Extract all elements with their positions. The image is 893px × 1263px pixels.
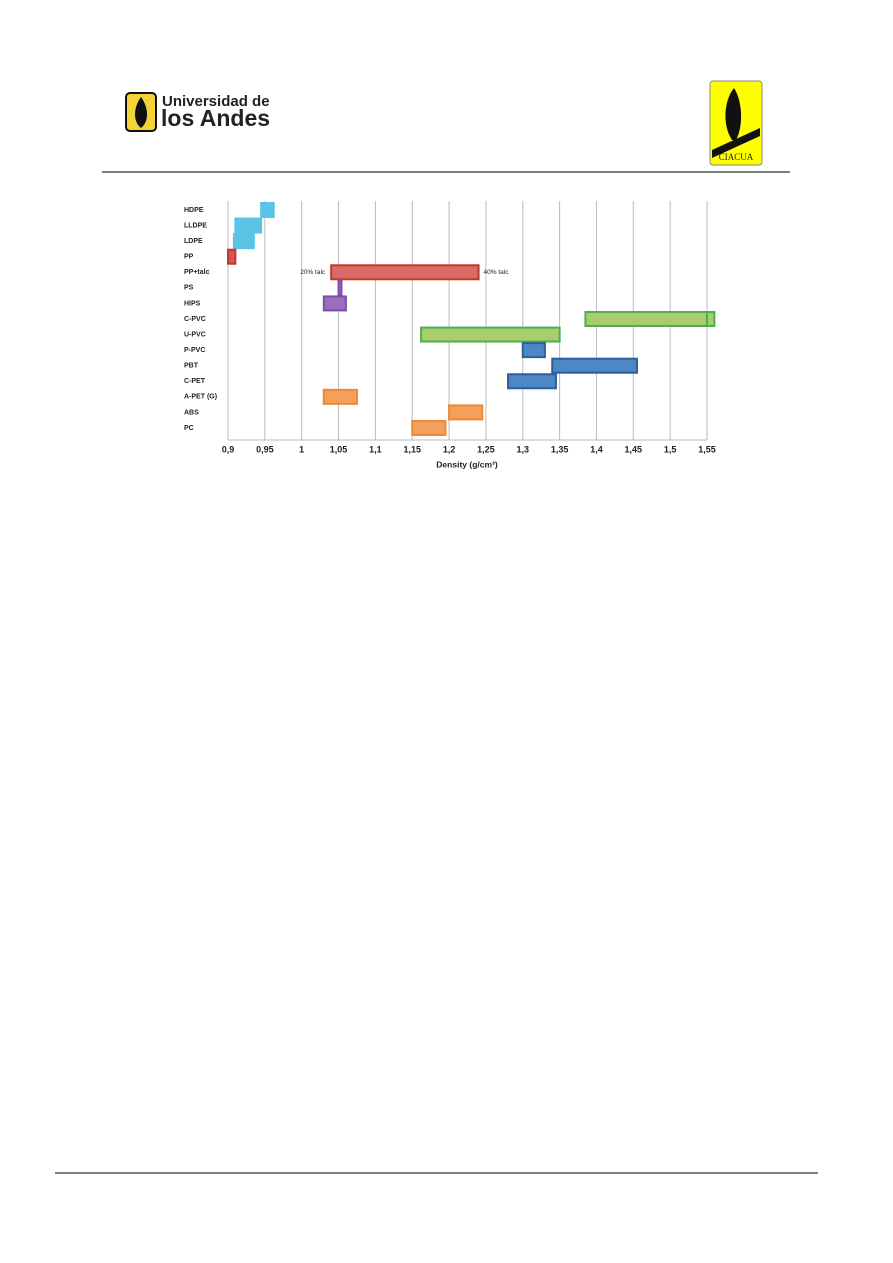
y-tick-label: PP	[184, 254, 194, 261]
y-tick-label: PP+talc	[184, 269, 210, 276]
range-bar	[260, 202, 275, 218]
range-bar	[322, 388, 358, 405]
logo-text: Universidad de	[162, 93, 270, 110]
y-tick-label: LDPE	[184, 238, 203, 245]
y-tick-label: PC	[184, 425, 194, 432]
range-bar	[521, 342, 546, 359]
range-bar	[322, 295, 347, 312]
range-bar	[420, 326, 561, 343]
x-tick-label: 1,15	[403, 444, 421, 454]
y-tick-label: P-PVC	[184, 347, 205, 354]
range-bar	[507, 373, 557, 390]
x-tick-label: 0,9	[222, 444, 235, 454]
range-bar	[448, 404, 484, 421]
y-tick-label: PS	[184, 285, 194, 292]
x-tick-label: 1,45	[625, 444, 643, 454]
y-tick-label: C-PET	[184, 378, 206, 385]
annotation: 20% talc	[300, 269, 326, 276]
range-bar	[337, 279, 343, 296]
x-tick-label: 1,25	[477, 444, 495, 454]
range-bar	[234, 217, 263, 234]
y-tick-label: ABS	[184, 409, 199, 416]
y-tick-label: C-PVC	[184, 316, 206, 323]
range-bar	[551, 357, 638, 374]
range-bar	[232, 233, 255, 250]
logo-text: los Andes	[161, 105, 270, 131]
x-tick-label: 1,05	[330, 444, 348, 454]
y-tick-label: U-PVC	[184, 331, 206, 338]
x-tick-label: 1,4	[590, 444, 603, 454]
y-tick-label: HIPS	[184, 300, 201, 307]
range-bar	[584, 310, 709, 327]
x-tick-label: 1,35	[551, 444, 569, 454]
x-tick-label: 1,1	[369, 444, 382, 454]
x-tick-label: 1	[299, 444, 304, 454]
range-bar	[411, 419, 447, 436]
left-logo: Universidad de los Andes	[125, 92, 270, 132]
x-tick-label: 1,3	[517, 444, 530, 454]
range-bar	[330, 264, 480, 281]
x-tick-label: 1,2	[443, 444, 456, 454]
logo-text: CIACUA	[719, 152, 754, 162]
x-tick-label: 1,55	[698, 444, 716, 454]
annotation: 40% talc	[484, 269, 510, 276]
chart: Density (g/cm³) 0,9 0,95 1 1,05 1,1 1,15 1,2 1,…	[184, 201, 716, 469]
x-tick-label: 1,5	[664, 444, 677, 454]
y-tick-label: A-PET (G)	[184, 394, 217, 401]
range-bar	[227, 248, 237, 265]
x-axis-title: Density (g/cm³)	[436, 459, 498, 469]
right-logo: CIACUA	[709, 80, 763, 166]
y-tick-label: LLDPE	[184, 222, 207, 229]
y-tick-label: HDPE	[184, 207, 204, 214]
x-tick-label: 0,95	[256, 444, 274, 454]
y-tick-label: PBT	[184, 363, 199, 370]
